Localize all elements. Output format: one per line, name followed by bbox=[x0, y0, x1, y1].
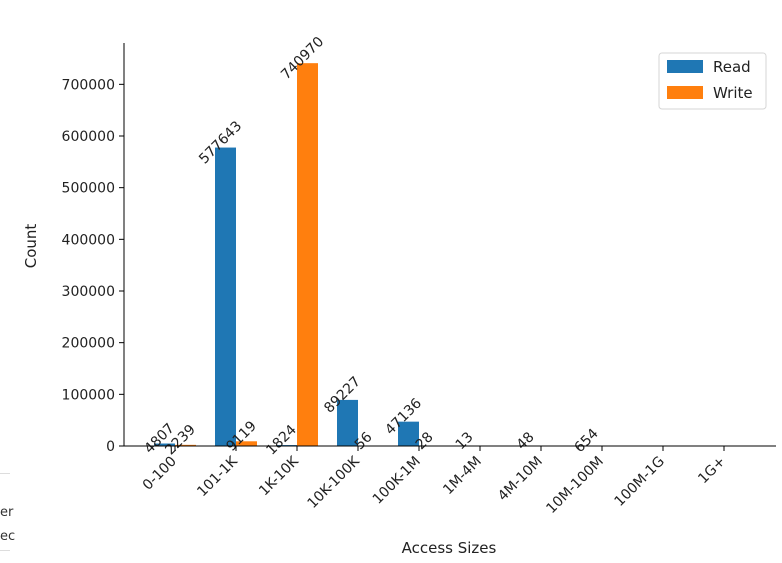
x-tick-label: 4M-10M bbox=[495, 454, 546, 505]
y-tick-label: 400000 bbox=[62, 232, 115, 248]
x-tick-label: 100K-1M bbox=[370, 454, 424, 508]
legend: Read Write bbox=[658, 52, 767, 110]
x-tick-label: 10M-100M bbox=[543, 454, 606, 517]
bar-read bbox=[398, 421, 419, 446]
y-tick-label: 600000 bbox=[62, 129, 115, 145]
legend-swatch-write bbox=[667, 86, 703, 99]
x-axis-label: Access Sizes bbox=[402, 539, 497, 557]
y-tick-label: 200000 bbox=[62, 336, 115, 352]
bar-read bbox=[215, 147, 236, 446]
bar-write bbox=[175, 444, 196, 446]
y-tick-label: 700000 bbox=[62, 77, 115, 93]
x-tick-label: 1G+ bbox=[695, 454, 729, 488]
bar-value-label: 1824 bbox=[263, 422, 300, 459]
legend-label-write: Write bbox=[713, 84, 753, 102]
edge-fragment-1: er bbox=[0, 505, 14, 520]
bar-value-label: 654 bbox=[572, 426, 602, 456]
x-tick-label: 10K-100K bbox=[305, 453, 364, 512]
y-tick-label: 100000 bbox=[62, 387, 115, 403]
y-tick-label: 0 bbox=[106, 439, 115, 455]
x-tick-label: 0-100 bbox=[140, 454, 180, 494]
x-tick-label: 101-1K bbox=[194, 453, 241, 500]
x-tick-label: 1M-4M bbox=[440, 454, 485, 499]
edge-fragment-divider bbox=[0, 550, 10, 551]
y-axis: 0 100000 200000 300000 400000 500000 600000 700… bbox=[62, 43, 125, 455]
bars-layer bbox=[154, 63, 602, 447]
x-tick-label: 1K-10K bbox=[256, 453, 302, 499]
y-tick-label: 300000 bbox=[62, 284, 115, 300]
bar-write bbox=[236, 441, 257, 446]
legend-swatch-read bbox=[667, 60, 703, 73]
y-axis-label: Count bbox=[22, 224, 40, 269]
edge-fragment-2: ec bbox=[0, 529, 16, 544]
x-axis: 0-100 101-1K 1K-10K 10K-100K 100K-1M 1M-4M 4M-… bbox=[124, 445, 776, 517]
edge-fragment-divider bbox=[0, 473, 10, 474]
bar-read bbox=[337, 399, 358, 446]
bar-read bbox=[154, 443, 175, 446]
bar-value-label: 48 bbox=[514, 429, 538, 453]
x-tick-label: 100M-1G bbox=[612, 454, 668, 510]
bar-write bbox=[297, 63, 318, 447]
y-tick-label: 500000 bbox=[62, 181, 115, 197]
legend-label-read: Read bbox=[713, 58, 751, 76]
bar-value-label: 13 bbox=[453, 429, 477, 453]
